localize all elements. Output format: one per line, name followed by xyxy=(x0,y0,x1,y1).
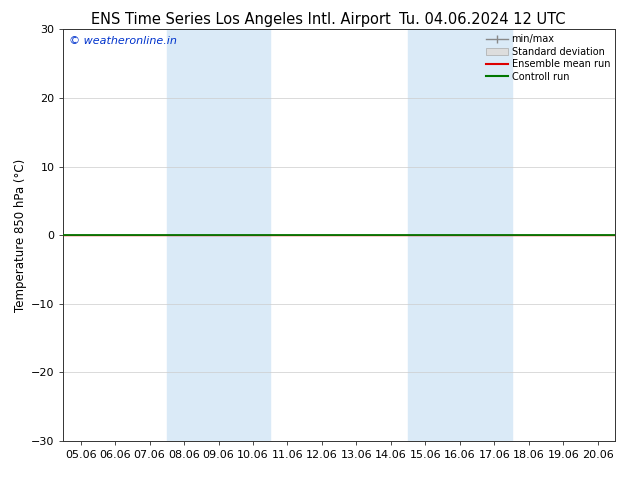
Text: Tu. 04.06.2024 12 UTC: Tu. 04.06.2024 12 UTC xyxy=(399,12,565,27)
Text: ENS Time Series Los Angeles Intl. Airport: ENS Time Series Los Angeles Intl. Airpor… xyxy=(91,12,391,27)
Legend: min/max, Standard deviation, Ensemble mean run, Controll run: min/max, Standard deviation, Ensemble me… xyxy=(484,32,612,83)
Y-axis label: Temperature 850 hPa (°C): Temperature 850 hPa (°C) xyxy=(14,159,27,312)
Bar xyxy=(167,29,270,441)
Bar xyxy=(408,29,512,441)
Text: © weatheronline.in: © weatheronline.in xyxy=(69,36,177,46)
